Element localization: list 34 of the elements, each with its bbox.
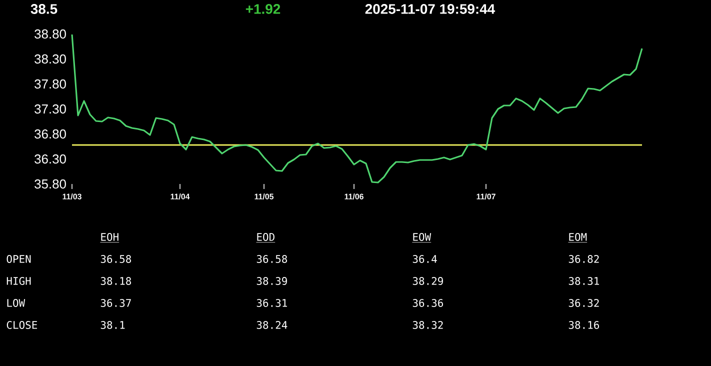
text: 38.18 [100, 277, 132, 285]
text: EOW [413, 233, 432, 241]
text: 38.39 [256, 277, 287, 285]
text: EOM [569, 233, 587, 241]
text: 2025-11-07 19:59:44 [365, 4, 496, 14]
text: 36.58 [256, 255, 288, 263]
text: 36.4 [412, 255, 437, 263]
text: EOD [257, 233, 274, 241]
text: 36.37 [100, 299, 131, 307]
text: 38.24 [256, 321, 288, 329]
text: 38.16 [568, 321, 600, 329]
y-tick-label: 38.30 [34, 54, 66, 64]
y-tick-label: 38.80 [34, 29, 66, 39]
text: 36.31 [256, 299, 287, 307]
text: CLOSE [6, 321, 38, 329]
text: 36.58 [100, 255, 132, 263]
y-tick-label: 36.80 [34, 129, 66, 139]
text: 36.82 [568, 255, 599, 263]
text: EOH [101, 233, 118, 241]
text: 38.29 [412, 277, 443, 285]
text: 38.1 [100, 321, 125, 329]
text: HIGH [6, 277, 31, 285]
text: +1.92 [246, 4, 280, 14]
y-tick-label: 35.80 [34, 179, 66, 189]
text: 36.36 [412, 299, 444, 307]
text: LOW [7, 299, 26, 307]
text: 38.5 [30, 4, 58, 14]
y-tick-label: 37.30 [34, 104, 66, 114]
y-tick-label: 37.80 [34, 79, 66, 89]
text: 38.32 [412, 321, 443, 329]
text: 36.32 [568, 299, 599, 307]
y-tick-label: 36.30 [34, 154, 66, 164]
text: OPEN [6, 255, 31, 263]
text: 38.31 [568, 277, 599, 285]
